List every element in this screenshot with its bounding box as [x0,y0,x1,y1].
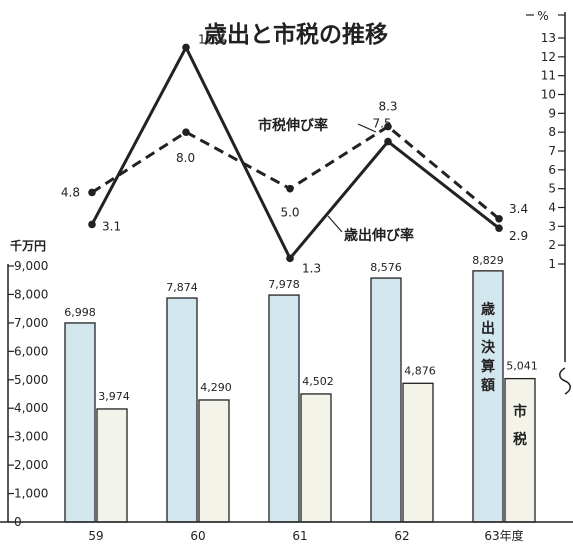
right-tick-label: 6 [548,163,556,177]
point-expenditure-growth-label: 12.5 [198,32,225,46]
left-tick-label: 7,000 [14,316,48,330]
point-expenditure-growth [384,137,392,146]
point-tax-growth [182,128,190,136]
line-tax-growth-name: 市税伸び率 [258,117,328,134]
bar-expenditure [472,270,504,523]
right-tick-label: 2 [548,238,556,252]
left-tick-label: 5,000 [14,373,48,387]
bar-expenditure-label: 8,576 [370,261,402,274]
right-axis-unit: % [537,9,548,23]
right-tick-label: 12 [541,50,556,64]
bar-tax-label: 4,502 [302,375,334,388]
axis-break-mark [559,367,571,395]
bar-expenditure [64,322,96,523]
x-tick-label: 59 [88,529,103,543]
bar-tax [300,393,332,523]
series-label-expenditure: 歳出決算額 [480,301,496,394]
lines: 3.1 12.5 1.3 7.5 2.9 4.8 8.0 5.0 8.3 3.4 市税伸び率歳出伸び… [61,32,528,275]
bar-tax-label: 4,290 [200,381,232,394]
point-tax-growth [286,184,294,193]
bar-expenditure [268,294,300,523]
x-tick-label: 60 [190,529,205,543]
right-tick-label: 3 [548,219,556,233]
chart-title: 歳出と市税の推移 [204,21,388,48]
point-tax-growth [88,188,96,197]
bar-expenditure [370,277,402,523]
point-tax-growth-label: 3.4 [509,202,528,216]
bar-tax-label: 5,041 [506,360,538,373]
left-tick-label: 4,000 [14,401,48,415]
line-tax-growth-leader [357,123,377,133]
bars: 6,998 3,974 7,874 4,290 7,978 4,502 8,576 4,876… [64,254,538,523]
bar-expenditure-label: 7,874 [166,281,198,294]
right-tick-label: 8 [548,125,556,139]
right-tick-label: 9 [548,106,556,120]
right-tick-label: 5 [548,182,556,196]
x-tick-label: 61 [292,529,307,543]
bar-tax-label: 4,876 [404,364,436,377]
bar-expenditure-label: 8,829 [472,254,504,267]
point-expenditure-growth [286,254,294,263]
right-tick-label: 7 [548,144,556,158]
bar-tax-label: 3,974 [98,390,130,403]
point-tax-growth-label: 8.0 [176,151,195,165]
bar-expenditure [166,297,198,523]
left-axis-unit: 千万円 [10,238,46,253]
point-expenditure-growth-label: 1.3 [302,261,321,275]
x-axis: 59 60 61 62 63年度 [0,521,573,543]
bar-tax [402,382,434,523]
x-tick-label: 63年度 [484,528,523,543]
right-tick-label: 4 [548,201,556,215]
bar-expenditure-label: 6,998 [64,306,96,319]
point-expenditure-growth [88,220,96,229]
series-label-tax: 市税 [513,403,527,448]
point-expenditure-growth [495,224,503,233]
point-tax-growth-label: 4.8 [61,185,80,199]
left-tick-label: 2,000 [14,458,48,472]
bar-tax [198,399,230,523]
left-tick-label: 1,000 [14,487,48,501]
point-expenditure-growth [182,43,190,52]
left-tick-label: 8,000 [14,287,48,301]
point-tax-growth-label: 8.3 [378,100,397,114]
left-tick-label: 3,000 [14,430,48,444]
point-expenditure-growth-label: 7.5 [372,117,391,131]
line-expenditure-growth-name: 歳出伸び率 [344,227,414,244]
point-tax-growth [384,122,392,131]
left-tick-label: 6,000 [14,344,48,358]
line-expenditure-growth-leader [327,215,343,233]
bar-expenditure-label: 7,978 [268,278,300,291]
point-expenditure-growth-label: 3.1 [102,219,121,233]
point-tax-growth-label: 5.0 [280,206,299,220]
right-tick-label: 11 [541,69,556,83]
left-tick-label: 9,000 [14,259,48,273]
right-tick-label: 1 [548,257,556,271]
right-tick-label: 13 [541,31,556,45]
bar-tax [96,408,128,523]
point-expenditure-growth-label: 2.9 [509,229,528,243]
point-tax-growth [495,215,503,223]
bar-tax [504,377,536,523]
x-tick-label: 62 [394,529,409,543]
right-tick-label: 10 [541,88,556,102]
